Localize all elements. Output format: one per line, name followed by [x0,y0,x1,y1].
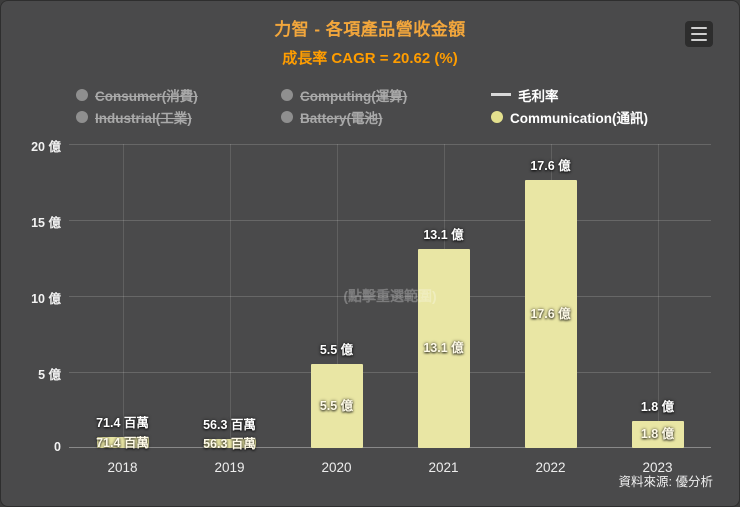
bar-value-label: 1.8 億 [640,399,675,414]
bar-value-label: 17.6 億 [530,159,571,174]
legend: Consumer(消費) Computing(運算) 毛利率 Industria… [76,85,696,126]
y-axis-tick: 5 億 [38,368,61,382]
gridline [69,220,711,221]
vertical-gridline [229,144,231,448]
circle-marker-icon [76,88,88,101]
legend-label: Consumer(消費) [95,88,198,104]
bar-column: 17.6 億 17.6 億 2022 [497,144,604,475]
line-marker-icon [491,93,511,96]
legend-item-communication[interactable]: Communication(通訊) [491,107,696,126]
y-axis-tick: 20 億 [31,140,61,154]
bar-column: 71.4 百萬 71.4 百萬 2018 [69,144,176,475]
legend-label: Communication(通訊) [510,110,648,126]
hamburger-menu-button[interactable] [685,21,713,47]
legend-item-gross-margin[interactable]: 毛利率 [491,85,696,104]
gridline [69,372,711,373]
bar-2020[interactable] [310,364,363,448]
x-axis-label: 2018 [107,460,138,475]
circle-marker-icon [281,88,293,101]
legend-label: Computing(運算) [300,88,408,104]
bar-2023[interactable] [631,420,684,448]
x-axis-line [69,447,711,448]
gridline [69,144,711,145]
chart-subtitle: 成長率 CAGR = 20.62 (%) [282,50,458,67]
hamburger-icon [691,27,707,29]
vertical-gridline [657,144,659,448]
circle-marker-icon [76,110,88,123]
bar-2022[interactable] [524,180,577,448]
x-axis-label: 2021 [428,460,459,475]
bar-value-label: 13.1 億 [423,227,464,242]
legend-item-battery[interactable]: Battery(電池) [281,107,491,126]
bar-value-label: 5.5 億 [319,343,354,358]
legend-label: 毛利率 [518,88,559,104]
bar-column: 13.1 億 13.1 億 2021 [390,144,497,475]
bar-series: 71.4 百萬 71.4 百萬 2018 56.3 百萬 56.3 百萬 2019 5.5 … [69,144,711,475]
legend-item-computing[interactable]: Computing(運算) [281,85,491,104]
bar-inner-value-label: 71.4 百萬 [96,435,149,450]
data-source-note: 資料來源: 優分析 [618,475,713,489]
bar-column: 1.8 億 1.8 億 2023 [604,144,711,475]
bar-value-label: 71.4 百萬 [96,416,149,431]
hamburger-icon [691,33,707,35]
bar-2019[interactable] [203,439,256,448]
bar-column: 5.5 億 5.5 億 2020 [283,144,390,475]
bar-column: 56.3 百萬 56.3 百萬 2019 [176,144,283,475]
hamburger-icon [691,39,707,41]
bar-inner-value-label: 5.5 億 [319,399,354,414]
y-axis-tick: 15 億 [31,216,61,230]
bar-inner-value-label: 17.6 億 [530,307,571,322]
legend-item-consumer[interactable]: Consumer(消費) [76,85,281,104]
vertical-gridline [122,144,124,448]
circle-marker-icon [281,110,293,123]
legend-item-industrial[interactable]: Industrial(工業) [76,107,281,126]
bar-2018[interactable] [96,437,149,448]
bar-2021[interactable] [417,248,470,448]
x-axis-label: 2023 [642,460,673,475]
bar-inner-value-label: 13.1 億 [423,341,464,356]
chart-title: 力智 - 各項產品營收金額 [274,20,466,39]
plot-area[interactable]: 71.4 百萬 71.4 百萬 2018 56.3 百萬 56.3 百萬 2019 5.5 … [69,144,711,475]
y-axis-tick: 10 億 [31,292,61,306]
x-axis-label: 2019 [214,460,245,475]
legend-label: Battery(電池) [300,110,383,126]
gridline [69,296,711,297]
y-axis-tick: 0 [54,440,61,454]
legend-label: Industrial(工業) [95,110,192,126]
bar-inner-value-label: 1.8 億 [640,427,675,442]
x-axis-label: 2022 [535,460,566,475]
circle-marker-icon [491,110,503,123]
bar-inner-value-label: 56.3 百萬 [203,436,256,451]
x-axis-label: 2020 [321,460,352,475]
watermark-hint: (點擊重選範圍) [343,288,437,304]
vertical-gridline [336,144,338,448]
bar-value-label: 56.3 百萬 [203,418,256,433]
